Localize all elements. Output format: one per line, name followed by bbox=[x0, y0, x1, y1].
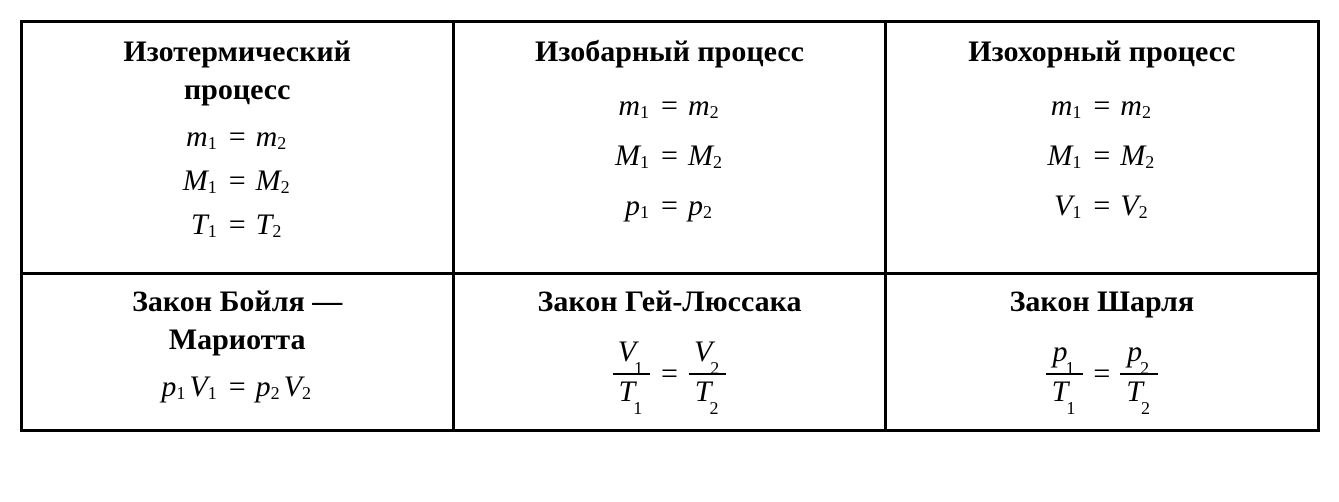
formula: V1 = V2 bbox=[895, 191, 1308, 221]
table-row: Изотермический процесс m1 = m2 M1 = M2 T… bbox=[21, 22, 1318, 274]
formula: M1 = M2 bbox=[463, 141, 876, 171]
cell-charles: Закон Шарля p1 T1 = p2 T2 bbox=[886, 274, 1318, 431]
formula: p1 T1 = p2 T2 bbox=[895, 335, 1308, 413]
cell-boyle-mariotte: Закон Бойля — Мариотта p1V1 = p2V2 bbox=[21, 274, 453, 431]
cell-isobaric: Изобарный процесс m1 = m2 M1 = M2 p1 = p… bbox=[453, 22, 885, 274]
formula: p1 = p2 bbox=[463, 191, 876, 221]
cell-gay-lussac: Закон Гей-Люссака V1 T1 = V2 T2 bbox=[453, 274, 885, 431]
cell-title: Закон Шарля bbox=[895, 283, 1308, 321]
cell-title: Закон Гей-Люссака bbox=[463, 283, 876, 321]
formula: m1 = m2 bbox=[895, 91, 1308, 121]
cell-title: Изобарный процесс bbox=[463, 33, 876, 71]
cell-title: Закон Бойля — Мариотта bbox=[31, 283, 444, 358]
cell-isothermal: Изотермический процесс m1 = m2 M1 = M2 T… bbox=[21, 22, 453, 274]
table-row: Закон Бойля — Мариотта p1V1 = p2V2 Закон… bbox=[21, 274, 1318, 431]
gas-laws-table: Изотермический процесс m1 = m2 M1 = M2 T… bbox=[20, 20, 1320, 432]
formula: M1 = M2 bbox=[31, 166, 444, 196]
formula: m1 = m2 bbox=[463, 91, 876, 121]
cell-isochoric: Изохорный процесс m1 = m2 M1 = M2 V1 = V… bbox=[886, 22, 1318, 274]
formula: T1 = T2 bbox=[31, 210, 444, 240]
cell-title: Изотермический процесс bbox=[31, 33, 444, 108]
formula: p1V1 = p2V2 bbox=[31, 372, 444, 402]
formula: M1 = M2 bbox=[895, 141, 1308, 171]
cell-title: Изохорный процесс bbox=[895, 33, 1308, 71]
formula: m1 = m2 bbox=[31, 122, 444, 152]
formula: V1 T1 = V2 T2 bbox=[463, 335, 876, 413]
